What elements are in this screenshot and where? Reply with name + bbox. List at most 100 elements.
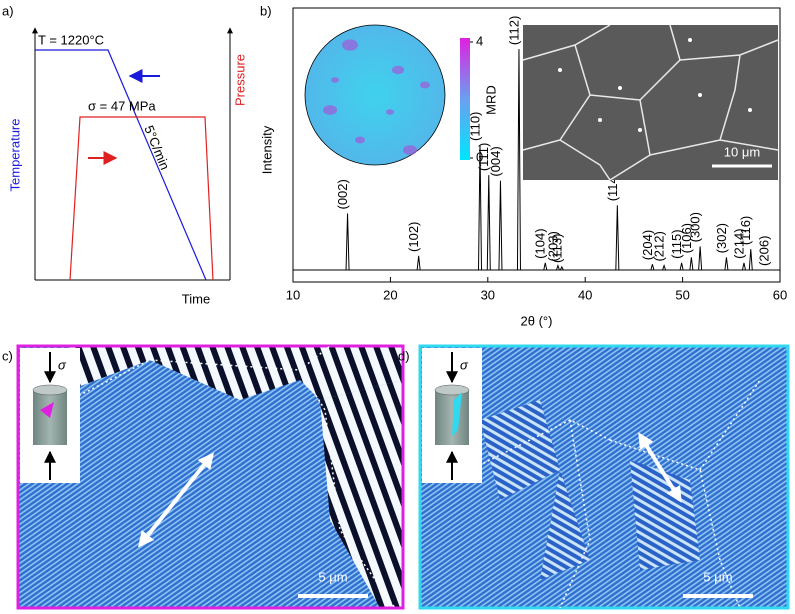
peak-label: (212) xyxy=(652,231,667,261)
pressure-profile xyxy=(69,116,214,281)
domain-region xyxy=(480,400,560,500)
peak-label: (115) xyxy=(669,229,684,258)
particle xyxy=(618,86,622,90)
grain-boundary xyxy=(522,44,591,151)
panel-border xyxy=(16,344,405,610)
peak-label: (214) xyxy=(731,228,746,258)
orientation-arrow xyxy=(138,452,214,548)
panel-border xyxy=(418,344,790,610)
peak xyxy=(498,180,503,271)
domain-region xyxy=(70,346,300,400)
cylinder-top xyxy=(434,384,470,396)
temperature-profile xyxy=(35,49,207,281)
x-tick-label: 10 xyxy=(286,287,300,302)
stress-symbol: σ xyxy=(460,357,469,372)
annotation: 5°C/min xyxy=(141,123,172,172)
texture-spot xyxy=(420,81,430,89)
peak xyxy=(416,255,421,271)
colorbar-tick-label: 4 xyxy=(476,33,483,48)
texture-spot xyxy=(342,39,358,51)
particle xyxy=(638,128,642,132)
x-tick-label: 40 xyxy=(578,287,592,302)
particle xyxy=(698,93,702,97)
scale-bar-label: 5 μm xyxy=(703,569,732,584)
colorbar xyxy=(460,38,470,160)
axis-title: Pressure xyxy=(232,54,247,106)
peak xyxy=(555,263,560,271)
axis-title: Temperature xyxy=(7,119,22,192)
axis-title: 2θ (°) xyxy=(521,313,553,328)
domain-region xyxy=(540,470,590,580)
pole-figure xyxy=(304,24,446,166)
grain-boundary xyxy=(299,369,396,609)
x-tick-label: 50 xyxy=(675,287,689,302)
domain-region xyxy=(285,346,403,400)
peak-label: (002) xyxy=(335,179,350,209)
orientation-arrow xyxy=(638,432,682,503)
peak-label: (300) xyxy=(688,212,703,242)
peak-label: (204) xyxy=(640,230,655,260)
peak xyxy=(724,257,729,271)
peak xyxy=(689,257,694,271)
x-tick-label: 30 xyxy=(481,287,495,302)
plot-frame xyxy=(292,7,781,283)
annotation: T = 1220°C xyxy=(38,32,104,47)
crystal-slice xyxy=(40,402,54,418)
peak xyxy=(698,246,703,271)
peak-label: (113) xyxy=(549,234,564,263)
peak-label: (203) xyxy=(545,231,560,261)
particle xyxy=(558,68,562,72)
crystal-slice xyxy=(452,392,462,436)
annotation: σ = 47 MPa xyxy=(88,98,156,113)
texture-spot xyxy=(403,145,417,155)
x-tick-label: 60 xyxy=(773,287,787,302)
peak xyxy=(748,249,753,271)
grain-boundary xyxy=(589,24,681,101)
peak-label: (206) xyxy=(757,236,772,266)
panel-label: b) xyxy=(260,3,272,18)
peak-label: (106) xyxy=(679,223,694,253)
peak xyxy=(559,265,564,271)
domain-region xyxy=(320,380,403,608)
cylinder xyxy=(435,390,469,445)
axis-title: Intensity xyxy=(259,125,274,174)
particle xyxy=(688,38,692,42)
scale-bar-label: 10 μm xyxy=(724,144,760,159)
texture-spot xyxy=(386,109,394,115)
peak xyxy=(662,263,667,271)
peak xyxy=(478,144,483,271)
grain-boundary xyxy=(559,419,591,609)
particle xyxy=(748,108,752,112)
particle xyxy=(598,118,602,122)
scale-bar-label: 5 μm xyxy=(318,569,347,584)
panel-label: c) xyxy=(2,348,13,363)
grain-boundary xyxy=(699,379,761,471)
peak xyxy=(486,175,491,271)
peak-label: (104) xyxy=(533,228,548,258)
texture-spot xyxy=(323,105,337,115)
peak xyxy=(615,205,620,271)
peak-label: (116) xyxy=(738,216,753,245)
colorbar-tick-label: 0 xyxy=(476,149,483,164)
panel-label: d) xyxy=(398,348,410,363)
grain-boundary xyxy=(719,54,741,141)
peak xyxy=(543,262,548,271)
peak xyxy=(741,262,746,271)
grain-boundary xyxy=(559,139,611,181)
texture-spot xyxy=(331,77,339,83)
x-tick-label: 20 xyxy=(383,287,397,302)
peak-label: (102) xyxy=(406,222,421,252)
texture-spot xyxy=(355,136,365,144)
cylinder-top xyxy=(32,384,68,396)
peak xyxy=(345,213,350,271)
peak xyxy=(679,262,684,271)
peak-label: (004) xyxy=(488,146,503,176)
grain-boundary xyxy=(609,439,741,609)
stress-symbol: σ xyxy=(58,357,67,372)
texture-spot xyxy=(392,65,404,75)
peak xyxy=(650,264,655,271)
peak xyxy=(516,49,521,271)
peak-label: (111) xyxy=(476,143,491,171)
colorbar-title: MRD xyxy=(483,85,498,115)
